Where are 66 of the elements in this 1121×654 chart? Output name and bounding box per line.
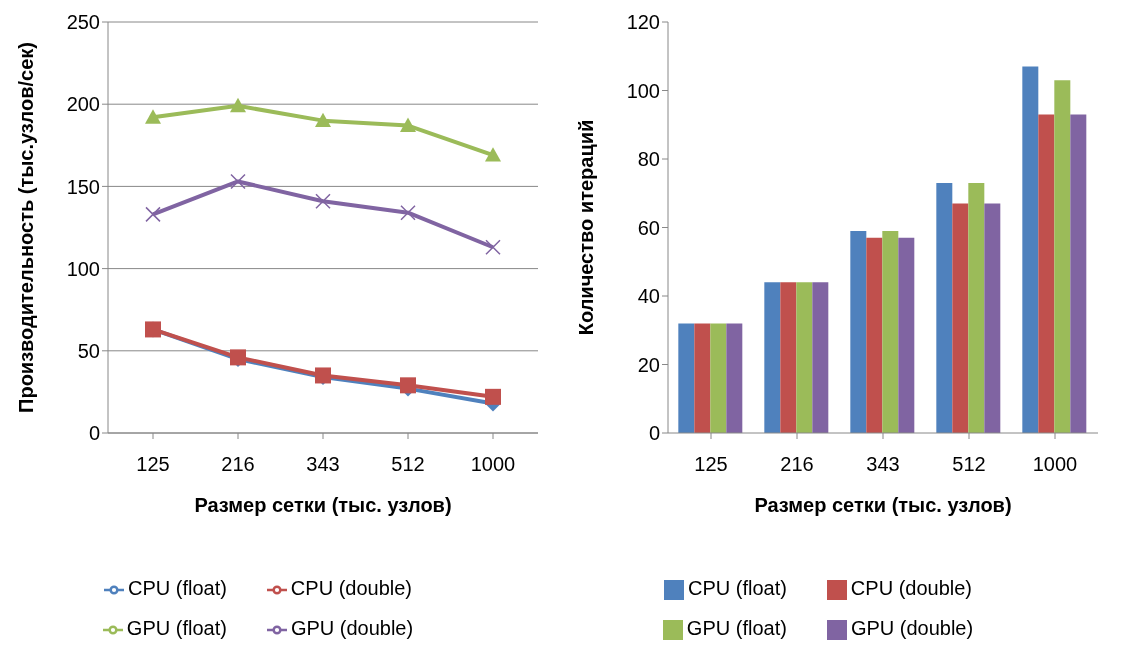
y-tick-label: 250 [66, 11, 100, 34]
legend-label: CPU (float) [127, 577, 227, 599]
x-tick-label: 343 [306, 453, 340, 476]
bar [1054, 80, 1071, 433]
y-axis-title: Производительность (тыс.узлов/сек) [15, 42, 38, 413]
bar [984, 203, 1001, 433]
point [400, 117, 416, 132]
point [485, 388, 501, 405]
x-tick-label: 216 [780, 453, 814, 476]
legend-label: CPU (double) [290, 577, 413, 599]
bar [866, 237, 883, 433]
bar [1070, 114, 1087, 433]
bar [796, 282, 813, 433]
bar [968, 182, 985, 433]
bar [1038, 114, 1055, 433]
point [315, 112, 331, 128]
bar [898, 237, 915, 433]
legend-label: CPU (double) [850, 577, 973, 599]
x-tick-label: 1000 [470, 453, 516, 476]
bar [726, 323, 743, 433]
legend-label: CPU (float) [687, 577, 787, 599]
point [230, 173, 246, 190]
bar [764, 282, 781, 433]
bar [1022, 66, 1039, 433]
x-tick-label: 216 [221, 453, 255, 476]
y-tick-label: 0 [88, 422, 100, 445]
y-tick-label: 100 [66, 257, 100, 280]
y-tick-label: 60 [637, 216, 660, 239]
x-tick-label: 512 [391, 453, 425, 476]
point [400, 204, 416, 221]
x-axis-title: Размер сетки (тыс. узлов) [194, 494, 452, 516]
y-tick-label: 150 [66, 175, 100, 198]
bar [850, 230, 867, 433]
y-tick-label: 0 [648, 422, 660, 445]
point [315, 193, 331, 209]
legend-label: GPU (float) [126, 617, 227, 639]
x-tick-label: 1000 [1032, 453, 1078, 476]
x-tick-label: 343 [866, 453, 900, 476]
y-axis-title: Количество итераций [575, 119, 598, 336]
point [485, 147, 501, 162]
point [145, 109, 161, 124]
bar [882, 230, 899, 433]
bar [952, 203, 969, 433]
y-tick-label: 50 [77, 339, 100, 362]
y-tick-label: 40 [637, 285, 660, 308]
bar [936, 182, 953, 433]
legend-label: GPU (double) [290, 617, 414, 639]
bar [694, 323, 711, 433]
bar [780, 282, 797, 433]
bar [812, 282, 829, 433]
legend-label: GPU (double) [850, 617, 974, 639]
y-tick-label: 100 [626, 79, 660, 102]
y-tick-label: 200 [66, 93, 100, 116]
y-tick-label: 120 [626, 11, 660, 34]
x-tick-label: 125 [694, 453, 728, 476]
legend-label: GPU (float) [686, 617, 787, 639]
point [230, 97, 246, 113]
y-tick-label: 20 [637, 353, 660, 376]
point [145, 206, 161, 223]
x-tick-label: 512 [952, 453, 986, 476]
bar [678, 323, 695, 433]
point [485, 239, 501, 255]
x-axis-title: Размер сетки (тыс. узлов) [754, 494, 1012, 516]
bar [710, 323, 727, 433]
y-tick-label: 80 [637, 148, 660, 171]
x-tick-label: 125 [136, 453, 170, 476]
